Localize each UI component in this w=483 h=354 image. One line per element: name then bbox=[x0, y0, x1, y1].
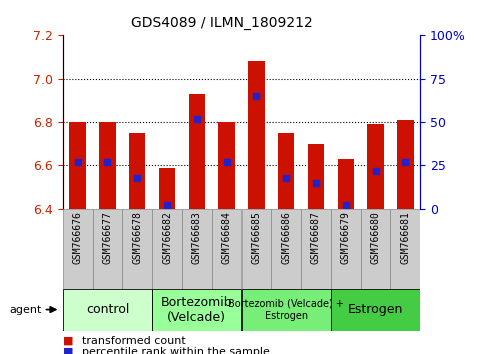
Text: GSM766683: GSM766683 bbox=[192, 211, 202, 264]
Text: Bortezomib (Velcade) +
Estrogen: Bortezomib (Velcade) + Estrogen bbox=[228, 299, 344, 321]
Text: control: control bbox=[86, 303, 129, 316]
Bar bbox=[70, 122, 86, 209]
Text: GSM766686: GSM766686 bbox=[281, 211, 291, 264]
Bar bbox=[338, 159, 354, 209]
Bar bbox=[122, 209, 152, 289]
Text: percentile rank within the sample: percentile rank within the sample bbox=[82, 347, 270, 354]
Text: ■: ■ bbox=[63, 336, 73, 346]
Bar bbox=[271, 209, 301, 289]
Bar bbox=[152, 289, 242, 331]
Bar bbox=[63, 289, 152, 331]
Text: ■: ■ bbox=[63, 347, 73, 354]
Bar bbox=[99, 122, 115, 209]
Bar bbox=[397, 120, 413, 209]
Text: GSM766681: GSM766681 bbox=[400, 211, 411, 264]
Text: GSM766678: GSM766678 bbox=[132, 211, 142, 264]
Bar bbox=[93, 209, 122, 289]
Bar bbox=[182, 209, 212, 289]
Bar bbox=[242, 209, 271, 289]
Bar bbox=[368, 124, 384, 209]
Bar bbox=[248, 61, 265, 209]
Bar bbox=[390, 209, 420, 289]
Text: GSM766677: GSM766677 bbox=[102, 211, 113, 264]
Bar bbox=[308, 144, 324, 209]
Text: GSM766687: GSM766687 bbox=[311, 211, 321, 264]
Bar bbox=[242, 289, 331, 331]
Text: GSM766680: GSM766680 bbox=[370, 211, 381, 264]
Text: Bortezomib
(Velcade): Bortezomib (Velcade) bbox=[161, 296, 233, 324]
Text: GSM766682: GSM766682 bbox=[162, 211, 172, 264]
Bar bbox=[331, 209, 361, 289]
Bar bbox=[159, 168, 175, 209]
Text: GSM766679: GSM766679 bbox=[341, 211, 351, 264]
Bar bbox=[152, 209, 182, 289]
Bar bbox=[63, 209, 93, 289]
Bar bbox=[129, 133, 145, 209]
Bar bbox=[218, 122, 235, 209]
Bar bbox=[189, 94, 205, 209]
Bar bbox=[212, 209, 242, 289]
Text: agent: agent bbox=[10, 305, 42, 315]
Bar bbox=[278, 133, 294, 209]
Text: GSM766684: GSM766684 bbox=[222, 211, 232, 264]
Bar bbox=[361, 209, 390, 289]
Text: Estrogen: Estrogen bbox=[348, 303, 403, 316]
Text: GSM766676: GSM766676 bbox=[72, 211, 83, 264]
Text: transformed count: transformed count bbox=[82, 336, 186, 346]
Text: GSM766685: GSM766685 bbox=[251, 211, 261, 264]
Text: GDS4089 / ILMN_1809212: GDS4089 / ILMN_1809212 bbox=[131, 16, 313, 30]
Bar bbox=[331, 289, 420, 331]
Bar bbox=[301, 209, 331, 289]
